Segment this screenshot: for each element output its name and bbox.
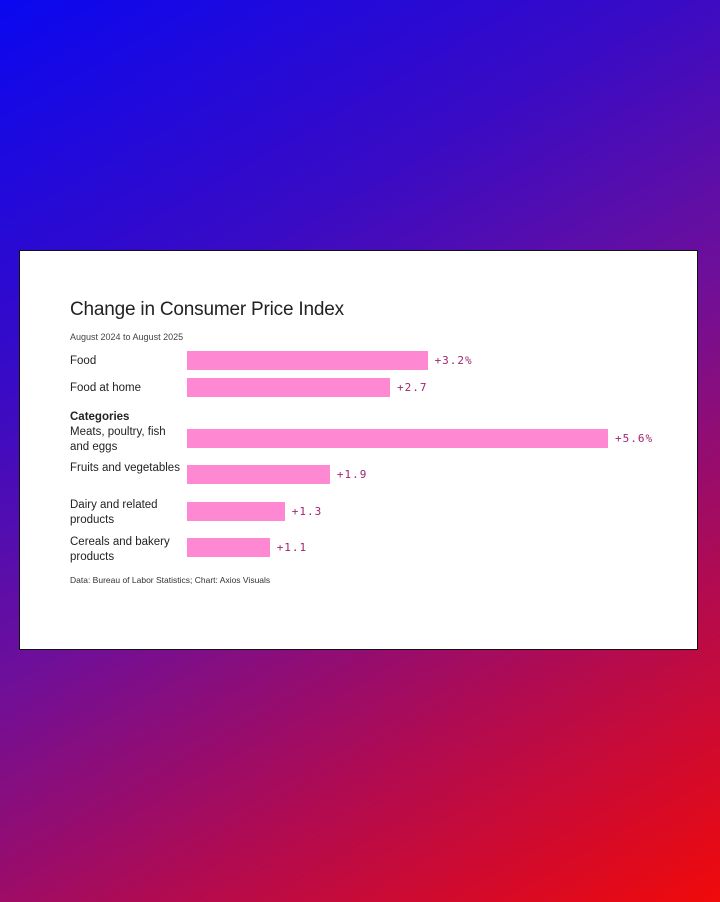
- source-note: Data: Bureau of Labor Statistics; Chart:…: [70, 575, 271, 585]
- section-header-categories: Categories: [70, 411, 130, 423]
- bar: [187, 351, 428, 370]
- bar: [187, 429, 608, 448]
- chart-card: Change in Consumer Price Index August 20…: [19, 250, 698, 650]
- category-label: Cereals and bakery products: [70, 536, 170, 563]
- data-label: +2.7: [396, 381, 428, 394]
- category-label: Dairy and related products: [70, 499, 158, 526]
- bar: [187, 502, 285, 521]
- data-label: +5.6%: [615, 432, 654, 445]
- data-label: +3.2%: [434, 354, 473, 367]
- bar: [187, 538, 270, 557]
- data-label: +1.1: [276, 541, 308, 554]
- category-label: Food: [70, 355, 97, 367]
- chart-subtitle: August 2024 to August 2025: [70, 332, 184, 342]
- data-label: +1.9: [336, 468, 368, 481]
- data-label: +1.3: [291, 505, 323, 518]
- bar: [187, 378, 390, 397]
- category-label: Fruits and vegetables: [70, 462, 180, 474]
- category-label: Meats, poultry, fish and eggs: [70, 426, 166, 453]
- bar: [187, 465, 330, 484]
- chart-title: Change in Consumer Price Index: [70, 299, 344, 320]
- category-label: Food at home: [70, 382, 141, 394]
